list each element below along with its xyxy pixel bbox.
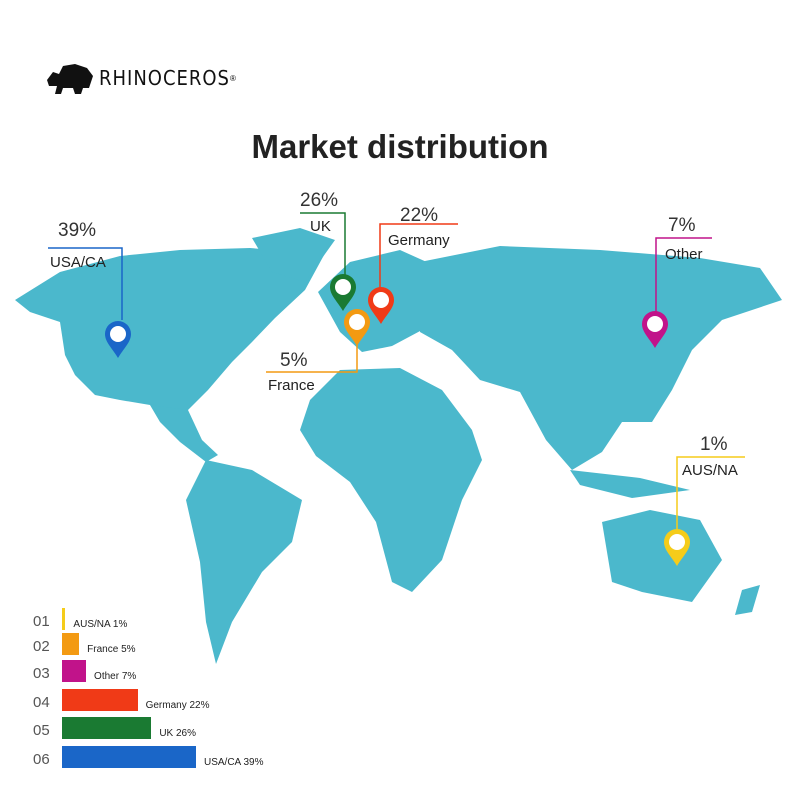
asia <box>420 246 782 470</box>
logo: RHINOCEROS ® <box>45 58 236 98</box>
new-zealand <box>735 585 760 615</box>
pin-center-icon <box>335 279 351 295</box>
pin-center-icon <box>669 534 685 550</box>
greenland <box>252 228 335 282</box>
callout-region: AUS/NA <box>682 462 738 479</box>
leader-line <box>676 456 745 530</box>
leader-line <box>300 212 346 275</box>
leader-line <box>48 247 123 320</box>
page-title: Market distribution <box>251 128 549 165</box>
bar <box>62 633 80 655</box>
bar-number: 01 <box>33 613 50 630</box>
australia <box>602 510 722 602</box>
bar-label: France 5% <box>87 644 136 655</box>
south-america <box>186 460 302 664</box>
leader-line <box>379 223 458 288</box>
callout-percent: 5% <box>280 350 308 371</box>
bar-number: 03 <box>33 665 50 682</box>
leader-line <box>655 237 712 312</box>
callout-percent: 1% <box>700 434 728 455</box>
bar-label: UK 26% <box>159 728 197 739</box>
callout-percent: 26% <box>300 190 339 211</box>
bar-number: 04 <box>33 694 50 711</box>
callout-region: UK <box>310 218 331 235</box>
bar-number: 06 <box>33 751 50 768</box>
registered-mark: ® <box>229 73 236 83</box>
bar <box>62 746 196 768</box>
bar-number: 05 <box>33 722 50 739</box>
bar <box>62 717 152 739</box>
pin-center-icon <box>647 316 663 332</box>
callout-percent: 7% <box>668 215 696 236</box>
callout-region: France <box>268 377 315 394</box>
pin-center-icon <box>349 314 365 330</box>
bar-label: USA/CA 39% <box>204 757 264 768</box>
callout-percent: 39% <box>58 220 97 241</box>
callout-region: USA/CA <box>50 254 106 271</box>
bar-label: Germany 22% <box>145 700 210 711</box>
africa <box>300 368 482 592</box>
bar-number: 02 <box>33 638 50 655</box>
pin-center-icon <box>373 292 389 308</box>
bar <box>62 689 138 711</box>
logo-text: RHINOCEROS <box>99 66 230 90</box>
indonesia <box>570 470 690 498</box>
leader-line <box>266 345 358 373</box>
north-america <box>15 244 330 420</box>
rhino-logo-icon <box>47 64 93 94</box>
bar <box>62 660 87 682</box>
bar <box>62 608 66 630</box>
callout-region: Other <box>665 246 703 263</box>
bar-label: Other 7% <box>94 671 137 682</box>
central-america <box>150 405 218 462</box>
callout-percent: 22% <box>400 205 439 226</box>
bar-label: AUS/NA 1% <box>73 619 128 630</box>
pin-center-icon <box>110 326 126 342</box>
callout-region: Germany <box>388 232 450 249</box>
